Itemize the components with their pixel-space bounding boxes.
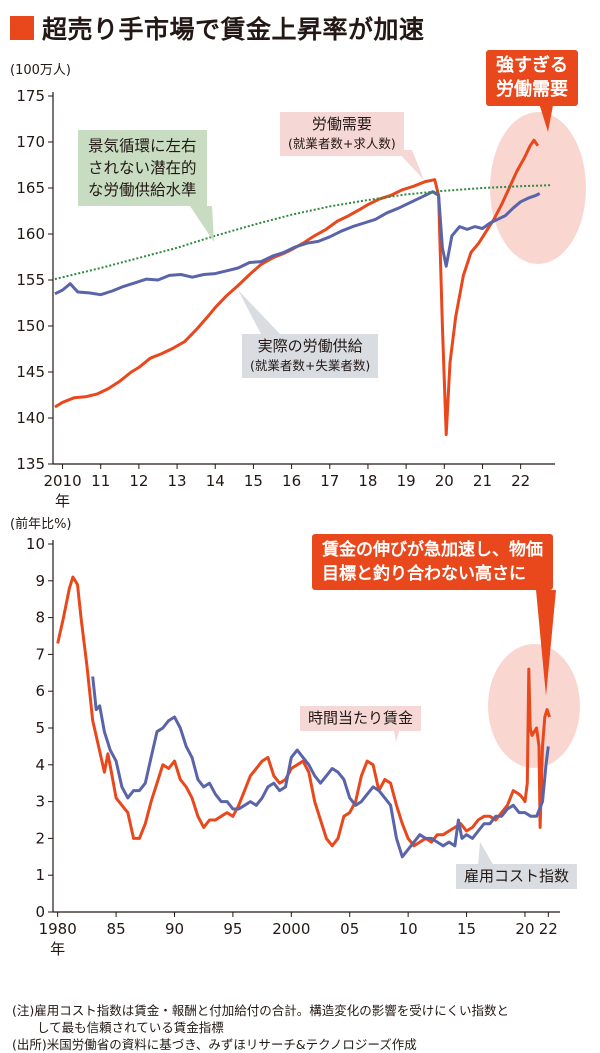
- top-xtick-label: 15: [244, 472, 263, 490]
- bot-xtick-label: 90: [165, 920, 184, 938]
- top-xtick-label: 22: [511, 472, 530, 490]
- top-xtick-label: 12: [129, 472, 148, 490]
- bottom-unit-label: (前年比%): [10, 516, 72, 532]
- supply-pointer: [238, 290, 282, 336]
- note-line-2: して最も信頼されている賃金指標: [12, 1020, 224, 1035]
- top-ytick-label: 140: [16, 409, 45, 427]
- bot-ytick-label: 5: [35, 719, 45, 737]
- bot-ytick-label: 4: [35, 756, 45, 774]
- top-year-suffix: 年: [55, 492, 70, 510]
- potential-supply-line1: 景気循環に左右: [88, 137, 197, 155]
- bot-ytick-label: 8: [35, 609, 45, 627]
- top-series-0-line: [54, 138, 540, 437]
- top-ytick-label: 160: [16, 225, 45, 243]
- hourly-wage-label: 時間当たり賃金: [300, 706, 422, 731]
- top-series-2-line: [54, 184, 552, 281]
- potential-supply-line3: な労働供給水準: [88, 181, 197, 199]
- bottom-axes: [48, 540, 560, 917]
- top-xtick-label: 16: [282, 472, 301, 490]
- bot-xtick-label: 1980: [39, 920, 77, 938]
- bot-ytick-label: 7: [35, 645, 45, 663]
- top-xtick-label: 18: [358, 472, 377, 490]
- title-text: 超売り手市場で賃金上昇率が加速: [42, 15, 425, 44]
- note-line-3: (出所)米国労働省の資料に基づき、みずほリサーチ&テクノロジーズ作成: [12, 1037, 417, 1052]
- top-highlight-ellipse: [490, 112, 586, 264]
- bot-ytick-label: 9: [35, 572, 45, 590]
- top-xtick-label: 14: [206, 472, 225, 490]
- bot-ytick-label: 1: [35, 866, 45, 884]
- top-ytick-label: 135: [16, 455, 45, 473]
- bot-ytick-label: 6: [35, 682, 45, 700]
- headline-callout: 賃金の伸びが急加速し、物価 目標と釣り合わない高さに: [312, 534, 553, 590]
- labor-supply-sub: (就業者数+失業者数): [250, 358, 371, 373]
- headline-line1: 賃金の伸びが急加速し、物価: [322, 540, 543, 560]
- top-axes: [48, 92, 555, 469]
- potential-supply-label: 景気循環に左右 されない潜在的 な労働供給水準: [78, 130, 207, 206]
- labor-demand-label: 労働需要 (就業者数+求人数): [280, 112, 404, 156]
- title-marker: [10, 16, 34, 40]
- top-xtick-label: 11: [91, 472, 110, 490]
- labor-supply-title: 実際の労働供給: [257, 337, 363, 355]
- bottom-series-group: [56, 575, 551, 859]
- potential-supply-pointer: [190, 206, 214, 242]
- top-xtick-label: 2010: [43, 472, 81, 490]
- top-xtick-label: 19: [397, 472, 416, 490]
- top-xtick-label: 21: [473, 472, 492, 490]
- bot-ytick-label: 10: [26, 535, 45, 553]
- wage-chart: (前年比%) 0 1 2 3 4 5 6 7 8 9 10 1980 年 85 90 95 2000 05 10 15…: [10, 516, 580, 958]
- top-highlight-circle: [490, 112, 586, 264]
- bot-xtick-label: 85: [107, 920, 126, 938]
- eci-pointer: [478, 842, 494, 866]
- headline-pointer: [536, 590, 556, 696]
- bot-series-1-line: [91, 676, 550, 859]
- bot-xtick-label: 95: [223, 920, 242, 938]
- bot-xtick-label: 15: [457, 920, 476, 938]
- labor-chart: (100万人) 135 140 145 150 155 160 165 170 175 2010 年…: [10, 63, 586, 510]
- top-xtick-label: 20: [435, 472, 454, 490]
- chart-title: 超売り手市場で賃金上昇率が加速: [10, 10, 425, 46]
- bot-year-suffix: 年: [50, 940, 65, 958]
- top-ytick-label: 170: [16, 133, 45, 151]
- bottom-highlight-circle: [488, 644, 580, 768]
- top-ytick-label: 150: [16, 317, 45, 335]
- strong-demand-pointer: [538, 100, 554, 132]
- strong-demand-label: 強すぎる 労働需要: [486, 50, 578, 106]
- top-ytick-label: 165: [16, 179, 45, 197]
- labor-supply-label: 実際の労働供給 (就業者数+失業者数): [242, 334, 379, 378]
- top-series-1-line: [54, 190, 541, 297]
- bot-ytick-label: 3: [35, 793, 45, 811]
- top-ytick-label: 175: [16, 87, 45, 105]
- bot-series-0-line: [56, 575, 551, 848]
- strong-demand-line2: 労働需要: [496, 79, 568, 100]
- demand-pointer: [396, 150, 424, 180]
- bot-xtick-label: 2000: [272, 920, 310, 938]
- top-series-group: [54, 138, 552, 437]
- strong-demand-line1: 強すぎる: [496, 55, 568, 76]
- top-unit-label: (100万人): [10, 63, 71, 78]
- bot-highlight-ellipse: [488, 644, 580, 768]
- note-line-1: (注)雇用コスト指数は賃金・報酬と付加給付の合計。構造変化の影響を受けにくい指数…: [12, 1003, 510, 1018]
- labor-demand-title: 労働需要: [311, 115, 372, 133]
- hourly-wage-title: 時間当たり賃金: [308, 709, 414, 727]
- bot-ytick-label: 0: [35, 903, 45, 921]
- top-ytick-label: 155: [16, 271, 45, 289]
- eci-label: 雇用コスト指数: [456, 864, 578, 889]
- top-xtick-label: 13: [168, 472, 187, 490]
- bot-xtick-label: 05: [340, 920, 359, 938]
- bot-xtick-label: 22: [539, 920, 558, 938]
- bot-ytick-label: 2: [35, 829, 45, 847]
- notes: (注)雇用コスト指数は賃金・報酬と付加給付の合計。構造変化の影響を受けにくい指数…: [12, 1002, 597, 1053]
- labor-demand-sub: (就業者数+求人数): [288, 136, 396, 151]
- top-tick-labels: 135 140 145 150 155 160 165 170 175 2010 年 11 12 13 14…: [16, 87, 530, 510]
- potential-supply-line2: されない潜在的: [88, 159, 197, 177]
- bottom-tick-labels: 0 1 2 3 4 5 6 7 8 9 10 1980 年 85 90 95 2000 05 10 15 20 22: [26, 535, 558, 958]
- headline-line2: 目標と釣り合わない高さに: [322, 564, 526, 584]
- eci-title: 雇用コスト指数: [464, 867, 570, 885]
- bot-xtick-label: 20: [515, 920, 534, 938]
- top-xtick-label: 17: [320, 472, 339, 490]
- bot-xtick-label: 10: [399, 920, 418, 938]
- top-ytick-label: 145: [16, 363, 45, 381]
